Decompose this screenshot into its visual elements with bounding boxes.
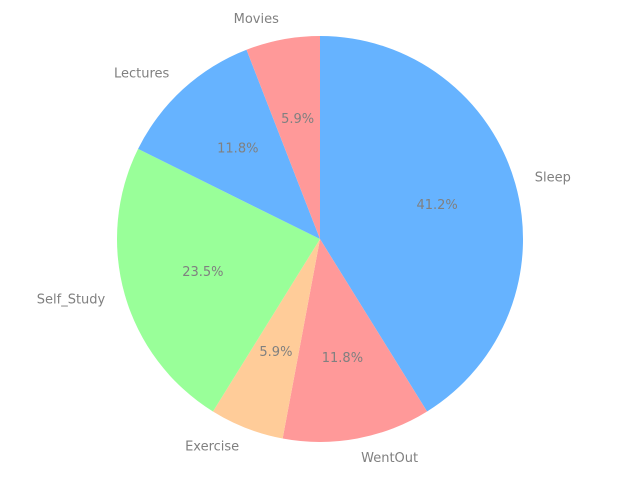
slice-percent-label-lectures: 11.8% [217, 142, 258, 157]
slice-percent-label-movies: 5.9% [281, 112, 314, 127]
pie-slice-lectures [138, 49, 320, 240]
slice-category-label-lectures: Lectures [114, 67, 170, 82]
pie-labels: 41.2% Sleep 11.8% WentOut 5.9% Exercise 23.5% S… [37, 12, 571, 466]
pie-slice-exercise [212, 239, 320, 439]
pie-slice-movies [246, 36, 320, 239]
slice-percent-label-self-study: 23.5% [182, 265, 223, 280]
slice-percent-label-sleep: 41.2% [416, 198, 457, 213]
slice-category-label-self-study: Self_Study [37, 293, 106, 308]
pie-slice-sleep [320, 36, 524, 412]
slice-category-label-sleep: Sleep [535, 170, 571, 185]
pie-slices [116, 36, 524, 443]
slice-percent-label-wentout: 11.8% [322, 351, 363, 366]
pie-slice-wentout [282, 239, 428, 443]
slice-category-label-exercise: Exercise [185, 440, 239, 455]
slice-percent-label-exercise: 5.9% [259, 345, 292, 360]
slice-category-label-movies: Movies [234, 12, 279, 27]
pie-slice-self-study [116, 148, 320, 412]
slice-category-label-wentout: WentOut [361, 451, 418, 466]
